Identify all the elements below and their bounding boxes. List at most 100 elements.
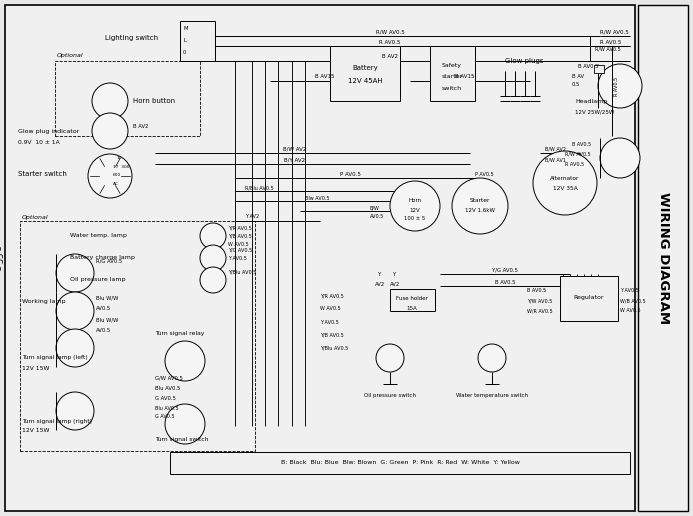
Text: 100 ± 5: 100 ± 5: [405, 217, 426, 221]
Text: 12V 1.6kW: 12V 1.6kW: [465, 208, 495, 214]
Text: Starter: Starter: [470, 199, 490, 203]
Text: Battery charge lamp: Battery charge lamp: [70, 255, 135, 261]
Text: W AV0.5: W AV0.5: [320, 307, 341, 312]
Text: Y AV2: Y AV2: [245, 215, 259, 219]
Text: Turn signal lamp (left): Turn signal lamp (left): [22, 356, 88, 361]
Text: Y: Y: [394, 271, 396, 277]
Text: 0.5: 0.5: [572, 82, 580, 87]
Circle shape: [376, 344, 404, 372]
Text: B AV0.5: B AV0.5: [495, 280, 516, 284]
Text: B/Y AV2: B/Y AV2: [284, 157, 306, 163]
Text: Blu AV0.5: Blu AV0.5: [155, 385, 180, 391]
Text: WIRING DIAGRAM: WIRING DIAGRAM: [656, 192, 669, 324]
Text: Horn: Horn: [408, 199, 421, 203]
Text: Safety: Safety: [442, 63, 462, 69]
Text: B AV2: B AV2: [382, 55, 398, 59]
Bar: [55, 61, 200, 136]
Text: G/W AV0.5: G/W AV0.5: [155, 376, 183, 380]
Text: AV0.5: AV0.5: [96, 328, 112, 332]
Text: Regulator: Regulator: [574, 296, 604, 300]
Text: B/W AV1: B/W AV1: [545, 157, 566, 163]
Bar: [20, 221, 255, 451]
Circle shape: [88, 154, 132, 198]
Text: B AV2: B AV2: [133, 124, 148, 130]
Text: AV2: AV2: [375, 282, 385, 286]
Text: W/B AV0.5: W/B AV0.5: [620, 298, 646, 303]
Circle shape: [92, 83, 128, 119]
Text: Blu W/W: Blu W/W: [96, 296, 119, 300]
Text: Glow plugs: Glow plugs: [505, 58, 543, 64]
Text: Y/W AV0.5: Y/W AV0.5: [527, 298, 552, 303]
Bar: [638, 5, 688, 511]
Circle shape: [598, 64, 642, 108]
Circle shape: [56, 329, 94, 367]
Circle shape: [92, 113, 128, 149]
Text: Blw AV0.5: Blw AV0.5: [305, 196, 329, 201]
Bar: [594, 65, 604, 73]
Text: 12V 25W/25W: 12V 25W/25W: [575, 109, 615, 115]
Circle shape: [200, 267, 226, 293]
Text: AV0.5: AV0.5: [96, 305, 112, 311]
Text: Y/Blu AV0.5: Y/Blu AV0.5: [320, 346, 349, 350]
Text: 17  300: 17 300: [113, 165, 130, 169]
Text: 600: 600: [113, 173, 121, 177]
Text: G AV0.5: G AV0.5: [155, 395, 176, 400]
Text: Fuse holder: Fuse holder: [396, 296, 428, 300]
Text: Y/Blu AV0.5: Y/Blu AV0.5: [228, 269, 256, 275]
Text: Blu W/W: Blu W/W: [96, 317, 119, 322]
Text: P AV0.5: P AV0.5: [340, 171, 360, 176]
Text: R/W AV0.5: R/W AV0.5: [565, 152, 590, 156]
Text: Y/R AV0.5: Y/R AV0.5: [320, 294, 344, 298]
Text: W AV0.5: W AV0.5: [228, 241, 249, 247]
Bar: [390, 289, 435, 311]
Text: Y/B AV0.5: Y/B AV0.5: [320, 332, 344, 337]
Text: W AV0.5: W AV0.5: [620, 309, 640, 314]
Circle shape: [200, 223, 226, 249]
Circle shape: [200, 245, 226, 271]
Bar: [330, 46, 400, 101]
Text: Blu AV0.5: Blu AV0.5: [155, 406, 179, 411]
Circle shape: [165, 404, 205, 444]
Text: Working lamp: Working lamp: [22, 298, 66, 303]
Text: Optional: Optional: [57, 54, 84, 58]
Text: AV2: AV2: [390, 282, 400, 286]
Text: R/W AV0.5: R/W AV0.5: [376, 29, 405, 35]
Text: Y/R AV0.5: Y/R AV0.5: [228, 225, 252, 231]
Text: Y AV0.5: Y AV0.5: [620, 288, 639, 294]
Text: R/W AV0.5: R/W AV0.5: [600, 29, 629, 35]
Text: Turn signal relay: Turn signal relay: [155, 331, 204, 336]
Text: G AV0.5: G AV0.5: [155, 413, 175, 418]
Text: B AV15: B AV15: [455, 74, 475, 79]
Circle shape: [533, 151, 597, 215]
Text: Y/B AV0.5: Y/B AV0.5: [228, 234, 252, 238]
Text: L: L: [183, 39, 186, 43]
Text: Oil pressure switch: Oil pressure switch: [364, 394, 416, 398]
Text: Y/G AV0.5: Y/G AV0.5: [492, 267, 518, 272]
Text: Alternator: Alternator: [550, 175, 579, 181]
Bar: [170, 452, 630, 474]
Text: B AV0.5: B AV0.5: [572, 141, 591, 147]
Text: 10: 10: [117, 156, 123, 160]
Text: Battery: Battery: [352, 65, 378, 71]
Text: R AV0.5: R AV0.5: [379, 40, 401, 44]
Text: W/R AV0.5: W/R AV0.5: [527, 309, 552, 314]
Bar: [430, 46, 475, 101]
Text: R AV0.5: R AV0.5: [600, 40, 622, 44]
Text: 12V 35A: 12V 35A: [552, 186, 577, 191]
Text: R AV0.5: R AV0.5: [565, 162, 584, 167]
Circle shape: [452, 178, 508, 234]
Text: Y AV0.5: Y AV0.5: [320, 319, 339, 325]
Circle shape: [390, 181, 440, 231]
Text: AV0.5: AV0.5: [370, 215, 384, 219]
Text: 12V 15W: 12V 15W: [22, 365, 49, 370]
Text: Oil pressure lamp: Oil pressure lamp: [70, 278, 125, 282]
Circle shape: [56, 392, 94, 430]
Text: AC: AC: [113, 182, 119, 186]
Text: Water temp. lamp: Water temp. lamp: [70, 234, 127, 238]
Text: Optional: Optional: [22, 216, 49, 220]
Text: B AV15: B AV15: [315, 74, 335, 79]
Circle shape: [165, 341, 205, 381]
Text: R/Blu AV0.5: R/Blu AV0.5: [245, 185, 274, 190]
Text: 12V 15W: 12V 15W: [22, 428, 49, 433]
Text: P AV0.5: P AV0.5: [475, 171, 493, 176]
